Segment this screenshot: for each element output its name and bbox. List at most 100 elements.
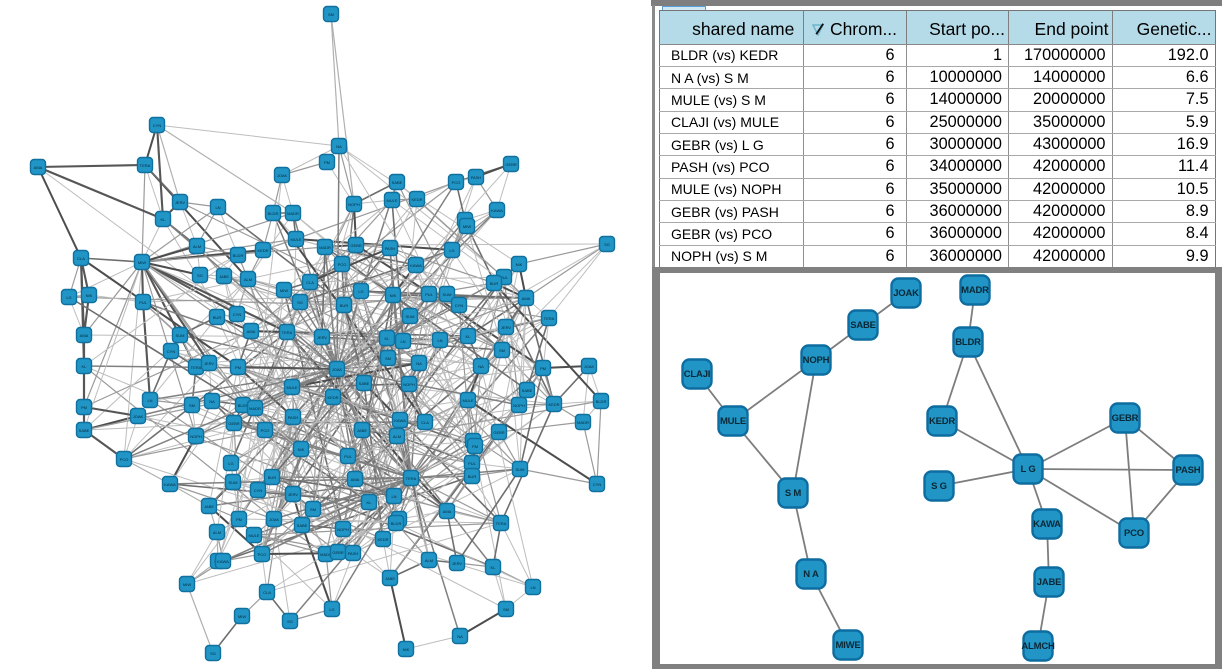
svg-text:CYN: CYN — [153, 123, 162, 128]
svg-text:LG: LG — [66, 295, 71, 300]
svg-text:KEDR: KEDR — [411, 197, 422, 202]
svg-text:SG: SG — [287, 619, 293, 624]
svg-text:PM: PM — [472, 444, 478, 449]
svg-text:TERA: TERA — [191, 365, 202, 370]
svg-text:JOAK: JOAK — [332, 367, 343, 372]
svg-text:JERV: JERV — [317, 335, 327, 340]
svg-text:MADR: MADR — [287, 211, 299, 216]
svg-text:CLAJI: CLAJI — [684, 369, 710, 380]
svg-text:L G: L G — [1020, 464, 1035, 475]
svg-text:AMA: AMA — [80, 333, 89, 338]
svg-text:SABE: SABE — [392, 180, 403, 185]
svg-text:PM: PM — [324, 160, 330, 165]
svg-text:PCO: PCO — [452, 180, 461, 185]
svg-text:NA: NA — [457, 634, 463, 639]
svg-text:MADR: MADR — [319, 245, 331, 250]
svg-text:JERV: JERV — [501, 325, 511, 330]
svg-text:LG: LG — [329, 607, 334, 612]
svg-text:ALM: ALM — [193, 244, 201, 249]
svg-text:SG: SG — [210, 651, 216, 656]
svg-text:LG: LG — [358, 289, 363, 294]
svg-text:SG: SG — [297, 300, 303, 305]
svg-text:BLDR: BLDR — [955, 337, 981, 348]
svg-text:JABE: JABE — [1037, 577, 1062, 588]
svg-text:PM: PM — [235, 365, 241, 370]
svg-text:BUR: BUR — [213, 315, 222, 320]
svg-text:LN: LN — [215, 205, 220, 210]
svg-text:NOPH: NOPH — [348, 202, 360, 207]
svg-text:BLDR: BLDR — [391, 521, 402, 526]
svg-text:NIK: NIK — [86, 293, 93, 298]
svg-text:AMA: AMA — [34, 165, 43, 170]
svg-text:NA: NA — [336, 144, 342, 149]
svg-text:PUL: PUL — [344, 454, 353, 459]
svg-text:SABE: SABE — [359, 381, 370, 386]
svg-text:JABE: JABE — [385, 576, 395, 581]
svg-text:PASH: PASH — [471, 175, 482, 180]
svg-text:GEBR: GEBR — [350, 243, 361, 248]
svg-text:JOAK: JOAK — [584, 364, 595, 369]
svg-text:KEDR: KEDR — [929, 416, 955, 427]
svg-text:LG: LG — [449, 248, 454, 253]
svg-text:NA: NA — [478, 364, 484, 369]
svg-text:PUL: PUL — [468, 461, 477, 466]
svg-text:BUR: BUR — [468, 474, 477, 479]
svg-text:SM: SM — [189, 403, 195, 408]
svg-text:NIK: NIK — [516, 262, 523, 267]
svg-text:CYN: CYN — [233, 312, 242, 317]
svg-text:KEDR: KEDR — [257, 248, 268, 253]
svg-text:KL: KL — [367, 500, 373, 505]
svg-text:SM: SM — [503, 607, 509, 612]
svg-text:LN: LN — [391, 494, 396, 499]
svg-text:NIK: NIK — [403, 647, 410, 652]
svg-text:BUR: BUR — [340, 303, 349, 308]
svg-text:SABE: SABE — [79, 428, 90, 433]
svg-text:JERV: JERV — [175, 200, 185, 205]
svg-text:PCO: PCO — [120, 457, 129, 462]
svg-text:LG: LG — [228, 461, 233, 466]
svg-text:SABE: SABE — [522, 388, 533, 393]
svg-text:GEBR: GEBR — [493, 430, 504, 435]
svg-text:N A: N A — [803, 569, 819, 580]
svg-text:MIW: MIW — [183, 582, 191, 587]
svg-text:SM: SM — [328, 12, 334, 17]
svg-text:KEDR: KEDR — [548, 402, 559, 407]
svg-text:KL: KL — [491, 565, 497, 570]
svg-text:MULE: MULE — [720, 416, 746, 427]
svg-text:AMA: AMA — [351, 477, 360, 482]
svg-text:NOPH: NOPH — [513, 403, 525, 408]
svg-text:SUM: SUM — [516, 467, 525, 472]
svg-text:PUL: PUL — [425, 292, 434, 297]
svg-text:JOAK: JOAK — [893, 288, 919, 299]
svg-text:AMA: AMA — [247, 329, 256, 334]
svg-text:PASH: PASH — [1176, 465, 1201, 476]
svg-text:JERV: JERV — [452, 561, 462, 566]
svg-text:KAWA: KAWA — [1033, 519, 1061, 530]
svg-text:LN: LN — [400, 339, 405, 344]
svg-text:ALM: ALM — [213, 530, 221, 535]
svg-text:SG: SG — [197, 273, 203, 278]
svg-text:BLDR: BLDR — [233, 253, 244, 258]
svg-text:KL: KL — [161, 217, 167, 222]
svg-text:MIW: MIW — [463, 224, 471, 229]
svg-text:CLA: CLA — [77, 256, 85, 261]
svg-text:MADR: MADR — [320, 552, 332, 557]
svg-text:MIWE: MIWE — [835, 640, 860, 651]
svg-text:GEBR: GEBR — [1112, 413, 1139, 424]
svg-text:PM: PM — [540, 366, 546, 371]
svg-text:BLDR: BLDR — [238, 403, 249, 408]
svg-text:KEDR: KEDR — [327, 395, 338, 400]
svg-text:PASH: PASH — [385, 246, 396, 251]
svg-text:NOPH: NOPH — [190, 434, 202, 439]
svg-text:KAWA: KAWA — [410, 263, 422, 268]
svg-text:MADR: MADR — [961, 285, 989, 296]
svg-text:SM: SM — [499, 348, 505, 353]
svg-text:PUL: PUL — [139, 300, 148, 305]
svg-text:PCO: PCO — [338, 262, 347, 267]
svg-text:CYN: CYN — [254, 488, 263, 493]
svg-text:TERA: TERA — [496, 521, 507, 526]
svg-text:AMA: AMA — [522, 296, 531, 301]
svg-text:ALM: ALM — [425, 558, 433, 563]
svg-text:PASH: PASH — [288, 415, 299, 420]
svg-text:TERA: TERA — [406, 476, 417, 481]
